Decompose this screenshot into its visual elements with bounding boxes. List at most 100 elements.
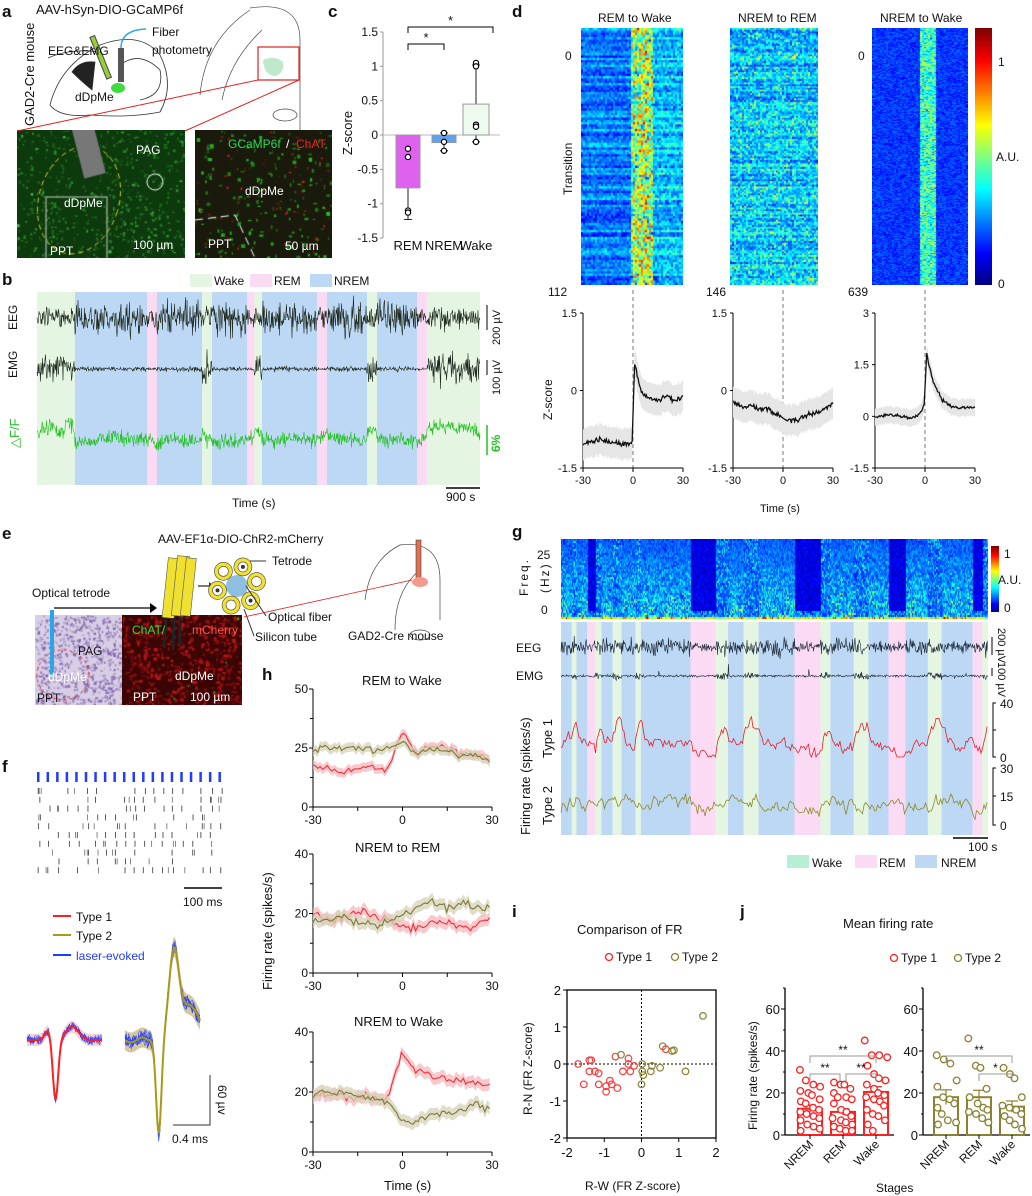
tetrode-wire-icon [240,564,245,569]
i-point-type2 [699,1012,707,1020]
i-point-type2 [681,1067,690,1076]
ppt-label-2: PPT [208,237,232,251]
micrograph-gcamp-chat [195,130,332,258]
g-legend-swatch-rem [855,855,877,868]
i-point-type2 [646,1067,655,1076]
silicon-tube-label: Silicon tube [255,630,317,644]
shape-layer [580,290,976,472]
zoom-line [184,79,300,132]
j-data-point [815,1114,824,1123]
waveform-sd-band [27,1020,102,1106]
g-type2-tick-0: 0 [1000,819,1007,833]
e-virus-label: AAV-EF1α-DIO-ChR2-mCherry [158,532,323,546]
g-emg-trace [560,663,988,682]
c-data-point [440,129,448,137]
laser-pulse-mark [170,772,174,782]
pointer-line [243,608,255,637]
j-data-point [964,1107,973,1116]
i-ytick-label: 0 [554,1057,561,1072]
panel-g: Freq. (Hz) 25 0 1 A.U. 0 EEG EMG 200 µV … [516,547,1021,870]
c-significance-bracket [407,43,445,50]
j-significance-bracket [845,1073,877,1081]
h-line-type2 [312,740,491,763]
region-label: dDpMe [75,90,114,104]
j-significance-label: * [993,1061,998,1075]
j-ytick-label: 20 [904,1086,918,1101]
stage-band-nrem [157,292,202,485]
injection-site [111,83,125,93]
g-stage-band-nrem [576,622,588,835]
micrograph-mcherry [122,615,242,705]
gcamp-label: GCaMP6f [228,137,281,151]
j-data-point [868,1126,877,1135]
j-ytick-label: 40 [766,1044,780,1059]
d-row-count-1: 112 [548,285,567,299]
stage-band-wake [367,292,377,485]
i-point-type2 [658,1042,667,1051]
j-data-point [867,1051,876,1060]
h-title-2: NREM to REM [355,840,440,855]
j-data-point [952,1076,961,1085]
i-xtick-label: -1 [598,1145,610,1160]
j-data-point [842,1107,851,1116]
h-xtick-label: 30 [485,1158,499,1172]
g-hz-label: (Hz) [538,562,552,593]
i-point-type1 [579,1080,588,1089]
j-ytick-label: 40 [904,1044,918,1059]
j-data-point [972,1110,980,1118]
g-type1-label: Type 1 [540,719,555,758]
fiber-label: Fiber [152,25,179,39]
j-legend-type2-marker [953,953,963,963]
j-legend-type1: Type 1 [901,951,937,965]
recording-region [263,57,284,76]
laser-pulse-mark [142,772,145,782]
syringe-icon [89,34,113,80]
i-xtick-label: -2 [561,1145,573,1160]
j-data-point [802,1110,811,1118]
g-stage-band-nrem [561,622,572,835]
g-type2-tick-30: 30 [1000,762,1014,776]
mouse-label: GAD2-Cre mouse [22,23,37,126]
laser-pulse-mark [56,772,59,782]
g-stage-band-nrem [621,622,636,835]
j-data-point [998,1101,1007,1110]
j-data-point [964,1034,973,1043]
laser-pulse-mark [46,772,50,782]
j-data-point [946,1059,955,1068]
j-data-point [796,1126,805,1135]
f-time-scale: 100 ms [183,895,222,909]
optical-fiber-label: Optical fiber [268,610,332,624]
d-heatmap-ylabel: Transition [561,143,575,195]
c-data-point [440,147,448,154]
i-point-type1 [594,1069,603,1078]
i-point-type2 [648,1061,656,1070]
i-ytick-label: -1 [549,1094,561,1109]
stage-band-wake [427,292,480,485]
i-point-type1 [630,1061,638,1070]
laser-pulse-mark [208,772,212,782]
panel-label-i: i [512,902,517,921]
scale-label-2: 50 µm [285,239,319,253]
g-legend-swatch-wake [787,855,809,868]
j-data-point [982,1084,991,1093]
j-data-point [848,1120,857,1129]
eeg-scale-label: 200 µV [491,309,503,345]
j-data-point [1005,1116,1014,1125]
j-data-point [880,1091,889,1100]
shape-layer [26,772,223,1144]
g-eeg-label: EEG [516,641,541,655]
h-ytick-label: 0 [301,800,308,814]
panel-label-c: c [328,2,337,21]
shape-layer [380,26,500,239]
e-dDpMe-label-2: dDpMe [175,669,214,683]
stage-band-rem [417,292,427,485]
mean-waveform [124,945,201,1134]
d-xtick-label: 30 [969,475,981,487]
j-data-point [796,1107,805,1116]
stage-band-wake [37,292,75,485]
scale-label: 100 µm [133,238,173,252]
j-data-point [863,1061,872,1070]
j-data-point [933,1082,942,1091]
h-ylabel: Firing rate (spikes/s) [260,872,275,990]
coronal-brain-schematic-e [364,544,441,641]
